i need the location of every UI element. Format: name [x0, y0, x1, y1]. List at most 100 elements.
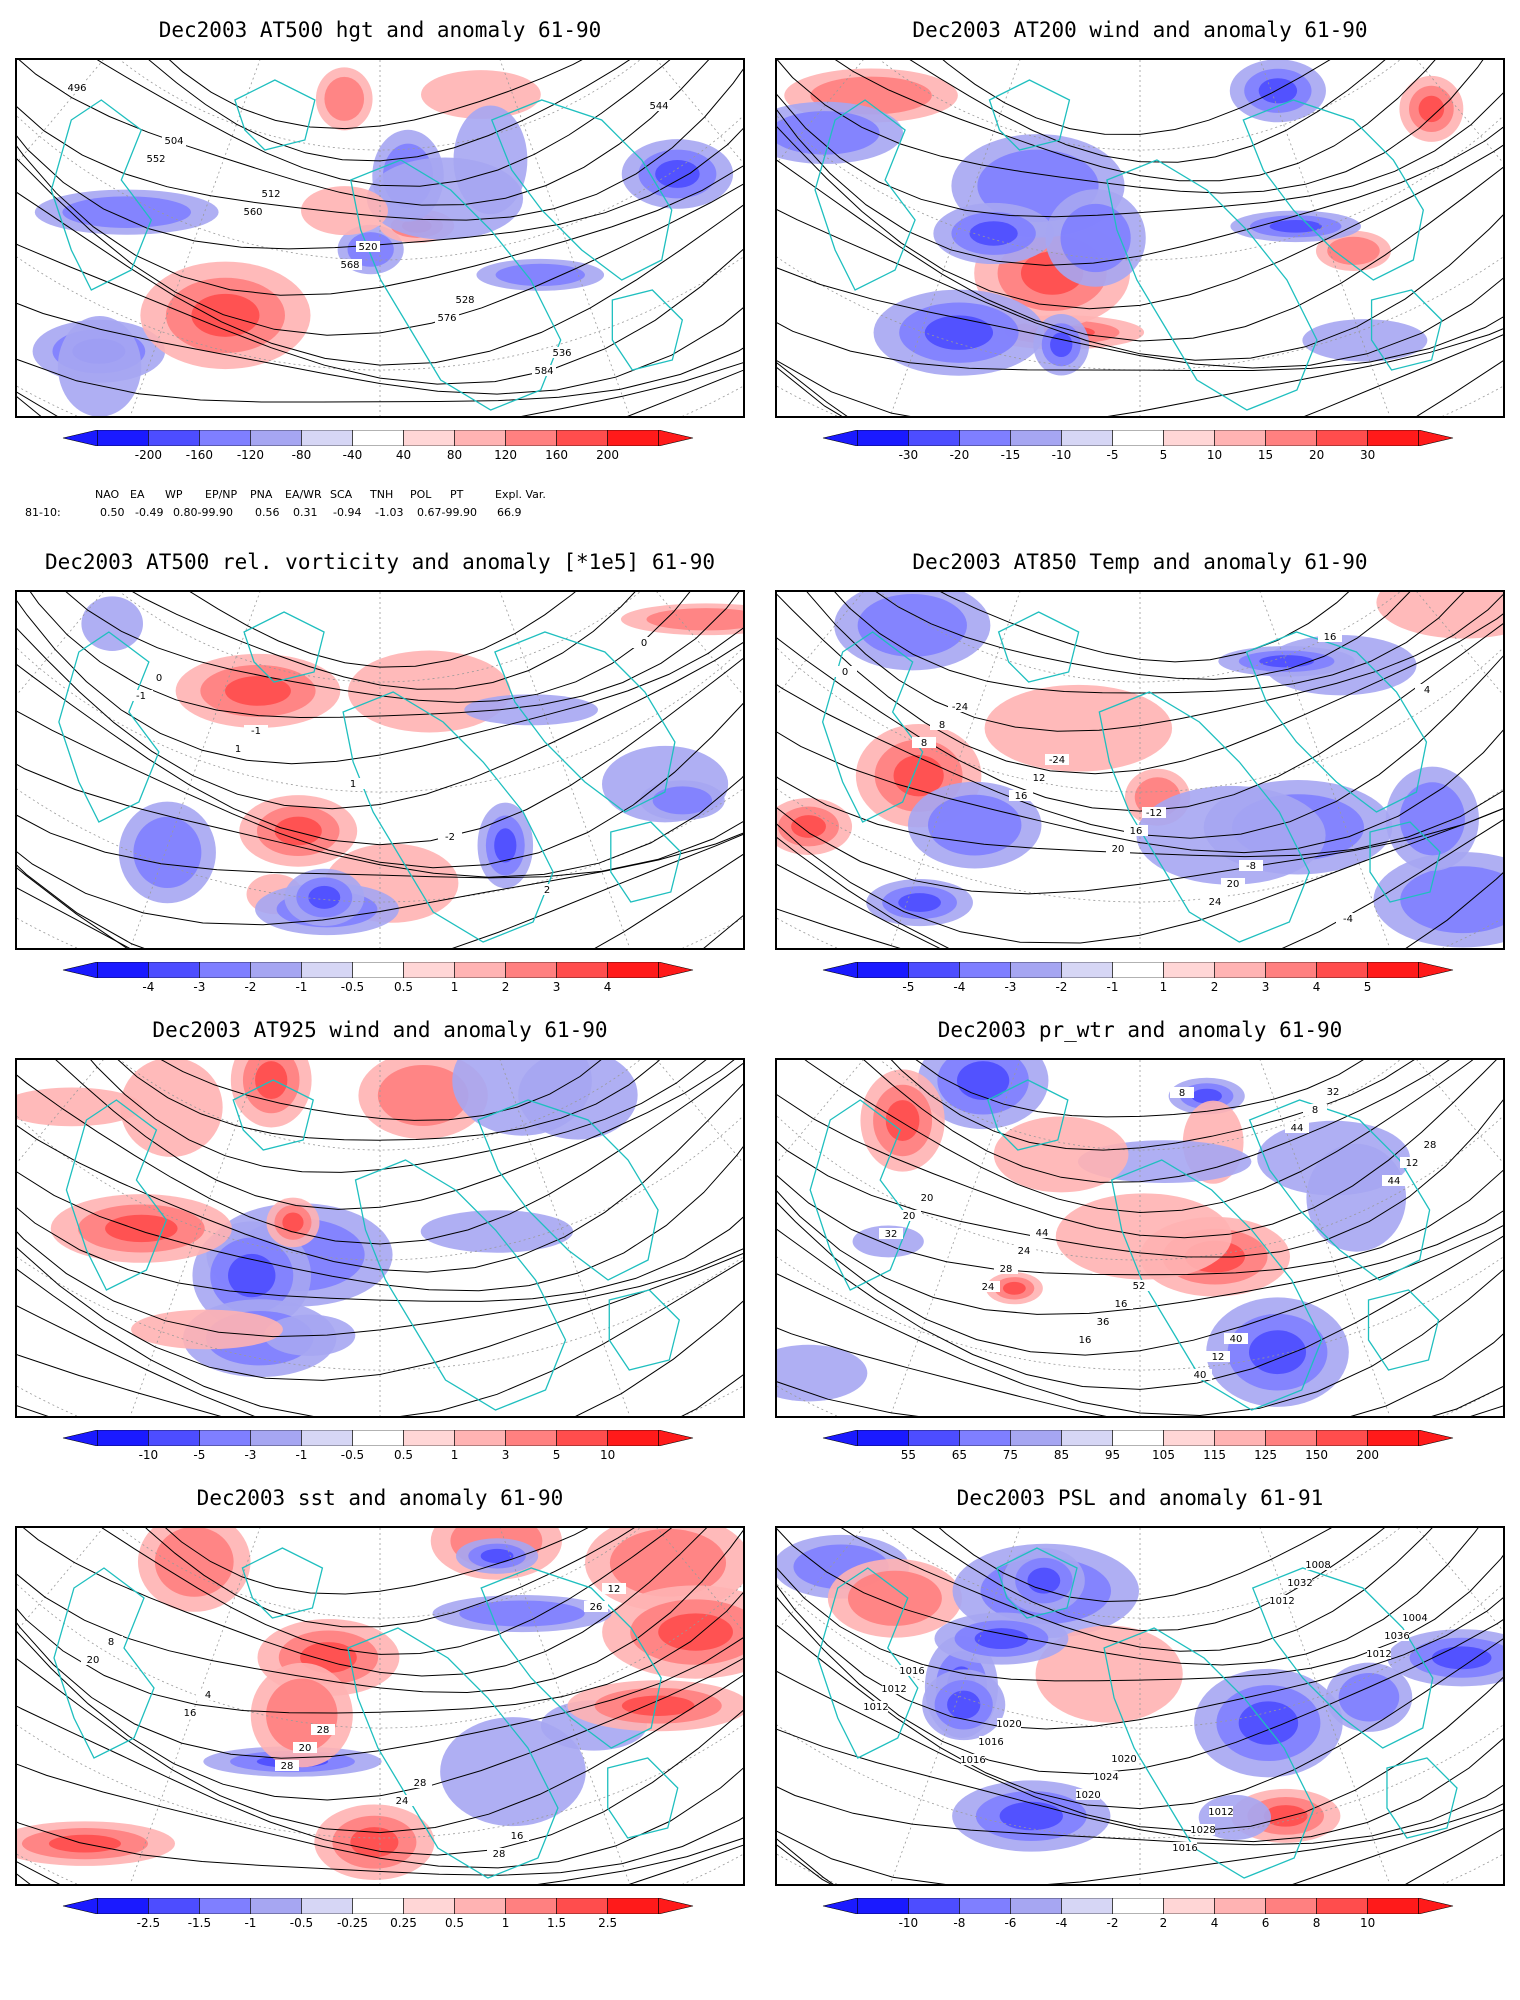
positive-anomaly-area	[993, 1116, 1129, 1193]
colorbar-tick-label: -8	[953, 1916, 966, 1930]
colorbar-tick-label: 200	[596, 448, 620, 462]
colorbar-bin	[1010, 429, 1062, 447]
colorbar-tick-label: -1.5	[187, 1916, 212, 1930]
colorbar-tick-label: 5	[1363, 980, 1372, 994]
colorbar-tick-label: -10	[1051, 448, 1072, 462]
map-plot	[775, 58, 1505, 418]
colorbar-bin	[454, 961, 506, 979]
colorbar-bin	[403, 961, 455, 979]
colorbar-bin	[352, 1429, 404, 1447]
panel-title: Dec2003 AT850 Temp and anomaly 61-90	[912, 550, 1368, 574]
index-row-label: 81-10:	[25, 506, 61, 519]
index-value: 0.80-99.90	[173, 506, 233, 519]
lat-lon-grid	[17, 60, 743, 416]
map-canvas: 0 -1 1 -2 2 0 -1 1	[17, 592, 743, 948]
contour-label: 16	[1130, 826, 1143, 837]
positive-anomaly-area	[1399, 75, 1464, 142]
colorbar-tick-label: -0.5	[289, 1916, 314, 1930]
negative-anomaly-area	[284, 868, 365, 927]
index-header: Expl. Var.	[495, 488, 546, 501]
colorbar-tick-label: -4	[142, 980, 155, 994]
map-plot: 1020 1012 1008 1004 1016 1020 1024 1028 1032 1036…	[775, 1526, 1505, 1886]
contour-label: 28	[493, 1849, 506, 1860]
contour-lines	[17, 592, 743, 948]
negative-anomaly-area	[1230, 210, 1362, 243]
colorbar-bin	[97, 429, 149, 447]
colorbar-bin	[1010, 1897, 1062, 1915]
contour-label: 36	[1097, 1317, 1110, 1328]
colorbar-bin	[301, 1897, 353, 1915]
positive-anomaly-area	[17, 1087, 143, 1127]
colorbar-tick-label: 1	[450, 980, 459, 994]
colorbar-bin	[607, 429, 659, 447]
contour-label: 520	[358, 242, 377, 253]
colorbar-bin	[1316, 961, 1368, 979]
negative-anomaly-area	[873, 289, 1045, 376]
colorbar-tick-label: 80	[446, 448, 463, 462]
negative-anomaly-area	[639, 780, 725, 821]
contour-label: 1	[350, 779, 356, 790]
negative-anomaly-area	[917, 1060, 1049, 1130]
negative-anomaly-area	[1045, 189, 1146, 287]
colorbar	[53, 961, 703, 982]
contour-label: 12	[1406, 1158, 1419, 1169]
contour-label: 584	[534, 366, 553, 377]
colorbar-bin	[301, 429, 353, 447]
colorbar-bin	[148, 1897, 200, 1915]
positive-anomaly-area	[860, 1069, 945, 1172]
colorbar-bin	[607, 1897, 659, 1915]
contour-label: 32	[885, 1229, 898, 1240]
colorbar-tick-label: 2.5	[598, 1916, 618, 1930]
colorbar-tick-label: -160	[185, 448, 214, 462]
colorbar-bin	[908, 1897, 960, 1915]
colorbar-bin	[1061, 961, 1113, 979]
coastlines	[58, 611, 682, 943]
colorbar-tick-label: 4	[603, 980, 612, 994]
colorbar-bin	[199, 1429, 251, 1447]
colorbar-tick-label: 55	[900, 1448, 917, 1462]
colorbar-tick-label: 0.5	[393, 1448, 414, 1462]
contour-label: 8	[939, 720, 945, 731]
contour-label: 1012	[1269, 1596, 1294, 1607]
panel-title: Dec2003 AT200 wind and anomaly 61-90	[912, 18, 1368, 42]
contour-label: 28	[414, 1778, 427, 1789]
colorbar-labels: -2.5 -1.5 -1 -0.5 -0.25 0.25 0.5 1 1.5 2.5	[53, 1916, 703, 1932]
colorbar-tick-label: 3	[501, 1448, 510, 1462]
colorbar-bin	[1367, 961, 1419, 979]
negative-anomaly-area	[1385, 766, 1479, 872]
panel-title: Dec2003 PSL and anomaly 61-91	[956, 1486, 1324, 1510]
colorbar-bin	[1214, 1429, 1266, 1447]
colorbar-bin	[857, 429, 909, 447]
contour-label: 504	[164, 136, 183, 147]
colorbar-tick-label: 4	[1210, 1916, 1219, 1930]
panel-8: Dec2003 PSL and anomaly 61-91 1020 1012 100…	[775, 1486, 1505, 1956]
colorbar-bin	[1265, 429, 1317, 447]
colorbar-tick-label: -1	[244, 1916, 257, 1930]
colorbar-tick-label: 2	[501, 980, 510, 994]
colorbar-bin	[199, 961, 251, 979]
contour-label: 560	[243, 207, 262, 218]
negative-anomaly-area	[81, 596, 144, 652]
colorbar-tick-label: 85	[1053, 1448, 1070, 1462]
contour-label: -1	[136, 691, 146, 702]
contour-label: 552	[146, 154, 165, 165]
colorbar-bin	[148, 1429, 200, 1447]
colorbar	[813, 1897, 1463, 1918]
colorbar-bin	[1316, 1897, 1368, 1915]
colorbar	[813, 1429, 1463, 1450]
colorbar-tick-label: -1	[295, 1448, 308, 1462]
index-header: NAO	[95, 488, 120, 501]
colorbar-bin	[352, 1897, 404, 1915]
positive-anomaly-area	[421, 70, 541, 119]
index-value: 0.67-99.90	[417, 506, 477, 519]
colorbar-bin	[1163, 961, 1215, 979]
index-header: TNH	[370, 488, 394, 501]
positive-anomaly-area	[137, 1528, 251, 1612]
colorbar-bin	[556, 1897, 608, 1915]
negative-anomaly-area	[852, 1225, 924, 1258]
colorbar-tick-label: 6	[1261, 1916, 1270, 1930]
colorbar-bin	[959, 1429, 1011, 1447]
colorbar-bin	[454, 1429, 506, 1447]
panel-3: Dec2003 AT500 rel. vorticity and anomaly…	[15, 550, 745, 1020]
colorbar-tick-label: -2	[1055, 980, 1068, 994]
